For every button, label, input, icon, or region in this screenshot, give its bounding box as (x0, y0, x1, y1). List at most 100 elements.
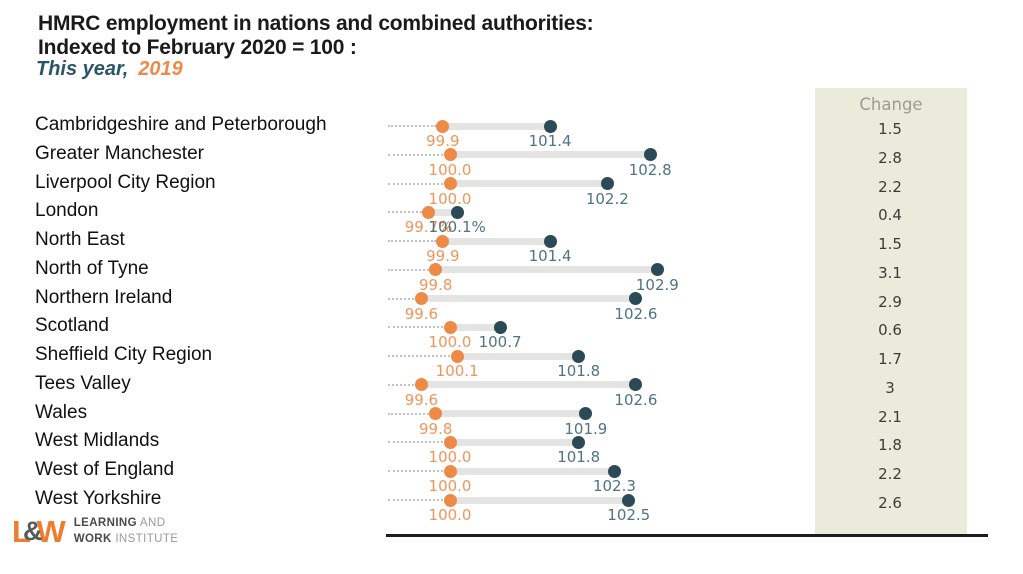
value-label-2019: 102.2 (585, 189, 629, 208)
logo-word-learning: LEARNING (73, 517, 137, 529)
this-year-dot (436, 234, 450, 248)
category-label: West of England (35, 459, 175, 481)
logo-wordmark: LEARNING AND WORK INSTITUTE (74, 516, 179, 547)
value-label-2019: 100.1% (428, 218, 486, 237)
legend-this-year: This year, (36, 58, 129, 80)
connector-bar (418, 295, 639, 303)
change-value: 0.6 (878, 321, 902, 340)
category-label: Scotland (35, 315, 109, 337)
change-column-panel: Change (815, 88, 967, 535)
category-label: Tees Valley (35, 372, 131, 394)
year-2019-dot (629, 292, 643, 306)
value-label-this-year: 100.1 (435, 362, 479, 381)
category-label: North of Tyne (35, 257, 149, 279)
change-value: 2.6 (878, 494, 902, 512)
this-year-dot (450, 349, 464, 363)
value-label-2019: 101.8 (557, 448, 601, 467)
value-label-2019: 101.4 (528, 247, 572, 266)
leader-line (388, 297, 415, 300)
leader-line (388, 268, 429, 271)
connector-bar (439, 122, 554, 130)
value-label-this-year: 99.9 (426, 132, 460, 150)
this-year-dot (443, 464, 457, 478)
logo-letter-l: L (12, 514, 31, 550)
category-label: Sheffield City Region (35, 344, 213, 366)
value-label-2019: 100.7 (478, 333, 522, 352)
leader-line (388, 383, 415, 386)
change-value: 3 (885, 378, 895, 397)
year-2019-dot (643, 148, 657, 162)
change-value: 1.5 (878, 235, 902, 254)
this-year-dot (436, 119, 450, 133)
leader-line (388, 355, 451, 358)
year-2019-dot (579, 407, 593, 421)
connector-bar (447, 496, 632, 504)
leader-line (388, 326, 443, 329)
chart-title-line2: Indexed to February 2020 = 100 : (38, 36, 357, 59)
leader-line (388, 441, 443, 444)
value-label-this-year: 99.8 (418, 419, 453, 438)
value-label-this-year: 100.0 (428, 189, 472, 208)
chart-title-line1: HMRC employment in nations and combined … (38, 12, 594, 35)
category-label: London (35, 200, 99, 222)
legend-2019: 2019 (138, 58, 183, 80)
year-2019-dot (607, 464, 621, 478)
learning-and-work-institute-logo: L & W LEARNING AND WORK INSTITUTE (12, 516, 178, 547)
leader-line (388, 470, 443, 473)
category-label: North East (35, 229, 125, 251)
change-value: 2.1 (878, 407, 902, 426)
year-2019-dot (600, 177, 614, 191)
category-label: Northern Ireland (35, 286, 173, 308)
this-year-dot (443, 148, 457, 162)
connector-bar (447, 151, 654, 159)
logo-ampersand: & (22, 516, 42, 547)
value-label-this-year: 99.9 (426, 247, 460, 266)
category-label: West Yorkshire (35, 488, 162, 509)
leader-line (388, 211, 422, 214)
year-2019-dot (543, 119, 557, 133)
this-year-dot (422, 205, 436, 219)
change-value: 2.9 (878, 292, 902, 311)
value-label-this-year: 100.0 (428, 448, 472, 467)
change-value: 2.2 (878, 177, 902, 196)
year-2019-dot (622, 493, 636, 507)
this-year-dot (443, 177, 457, 191)
chart-legend: This year, 2019 (36, 58, 183, 81)
leader-line (388, 412, 429, 415)
change-value: 2.2 (878, 465, 902, 484)
leader-line (388, 182, 443, 185)
change-value: 1.5 (878, 120, 902, 138)
year-2019-dot (572, 349, 586, 363)
value-label-2019: 101.9 (564, 419, 608, 438)
value-label-2019: 101.8 (557, 362, 601, 381)
connector-bar (447, 438, 582, 446)
year-2019-dot (543, 234, 557, 248)
this-year-dot (414, 378, 428, 392)
value-label-this-year: 100.0 (428, 333, 472, 352)
value-label-this-year: 99.7% (404, 218, 453, 237)
year-2019-dot (650, 263, 664, 277)
value-label-2019: 102.6 (614, 390, 658, 409)
leader-line (388, 125, 436, 127)
year-2019-dot (450, 205, 464, 219)
value-label-2019: 102.3 (592, 477, 636, 496)
leader-line (388, 153, 443, 156)
value-label-this-year: 100.0 (428, 477, 472, 496)
value-label-this-year: 100.0 (428, 160, 472, 179)
logo-letter-w: W (36, 514, 65, 550)
this-year-dot (429, 263, 443, 277)
logo-word-work: WORK (73, 532, 112, 545)
leader-line (388, 240, 436, 243)
this-year-dot (443, 320, 457, 334)
change-value: 3.1 (878, 263, 902, 282)
this-year-dot (443, 435, 457, 449)
category-label: Wales (35, 401, 88, 423)
change-value: 1.8 (878, 436, 902, 455)
year-2019-dot (493, 320, 507, 334)
connector-bar (432, 410, 589, 418)
logo-word-and: AND (136, 517, 166, 529)
change-value: 2.8 (878, 148, 902, 167)
category-label: Liverpool City Region (35, 171, 216, 193)
connector-bar (447, 467, 618, 475)
